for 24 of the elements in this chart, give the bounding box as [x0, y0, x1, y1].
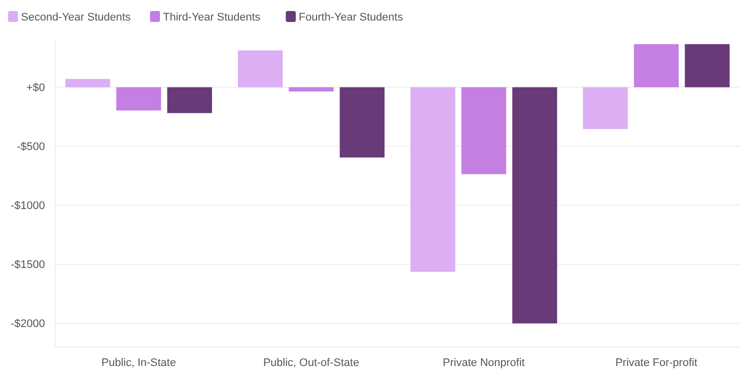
y-tick-label: -$1000 [10, 200, 45, 212]
y-tick-label: -$2000 [10, 318, 45, 330]
x-tick-label: Public, Out-of-State [263, 356, 360, 369]
bar [410, 87, 456, 272]
bar [634, 44, 679, 88]
bar [65, 78, 110, 88]
bar [582, 87, 628, 130]
bar [288, 87, 334, 92]
bar [238, 50, 283, 88]
bar [512, 87, 558, 324]
x-tick-label: Private Nonprofit [442, 356, 525, 369]
legend-label: Third-Year Students [163, 11, 261, 24]
bar [340, 87, 385, 158]
x-tick-label: Private For-profit [615, 356, 698, 369]
bar [461, 87, 506, 174]
bar [167, 87, 212, 114]
y-tick-label: -$1500 [10, 259, 45, 272]
y-tick-label: +$0 [26, 82, 45, 94]
legend-label: Second-Year Students [21, 11, 132, 24]
x-tick-label: Public, In-State [101, 356, 176, 369]
bar [116, 87, 162, 110]
legend-label: Fourth-Year Students [298, 11, 404, 24]
y-tick-label: -$500 [16, 141, 45, 154]
bar [684, 44, 730, 88]
